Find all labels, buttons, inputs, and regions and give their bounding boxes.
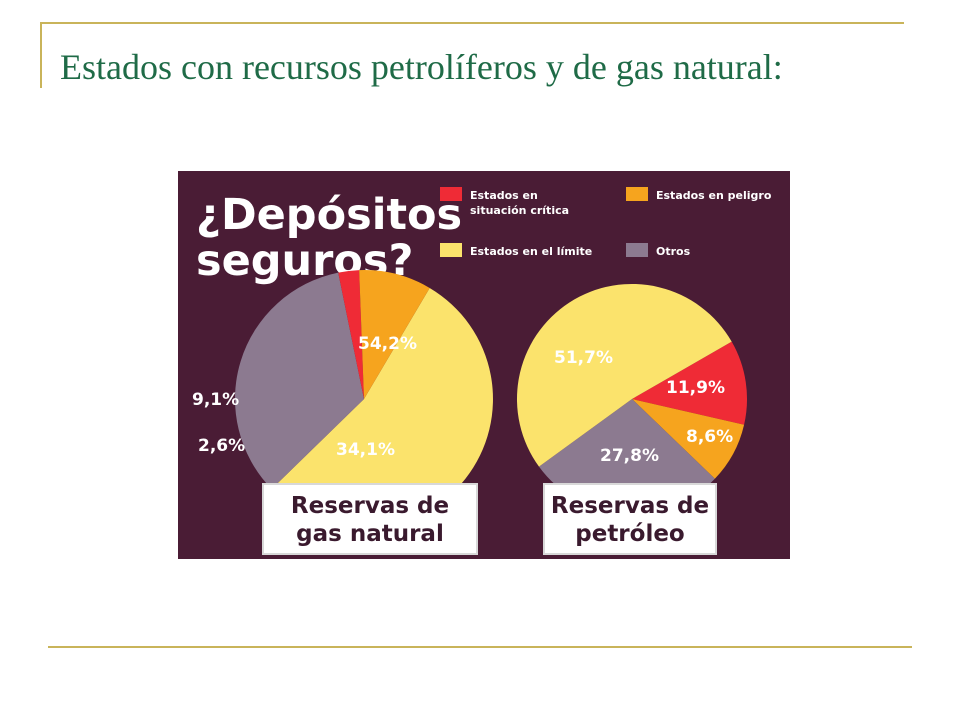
pie-slice-critica [338,270,364,399]
legend-label-otros: Otros [656,245,691,258]
legend-swatch-otros [626,243,648,257]
pie-gas-natural [235,269,493,528]
pie-title-gas-natural: Reservas de gas natural [262,483,478,555]
left-rule [40,22,42,88]
pie-title-gas-line-2: gas natural [296,521,444,547]
slice-label-petroleo-critica: 11,9% [666,378,725,398]
bottom-rule [48,646,912,648]
slice-label-gas-peligro: 9,1% [192,390,239,410]
pie-slice-limite [516,283,732,467]
slice-label-gas-critica: 2,6% [198,436,245,456]
legend-swatch-critica [440,187,462,201]
slide-title: Estados con recursos petrolíferos y de g… [60,47,783,87]
pie-title-petroleo: Reservas de petróleo [543,483,717,555]
pie-title-box-petroleo [543,483,717,555]
legend-swatch-peligro [626,187,648,201]
pie-slice-otros [235,272,364,490]
slice-labels: 54,2% 34,1% 2,6% 9,1% 11,9% 8,6% 27,8% 5… [192,334,733,466]
pie-title-petroleo-line-2: petróleo [575,521,685,547]
pie-slice-peligro [359,269,430,399]
top-rule [40,22,904,24]
pie-chart-figure: ¿Depósitos seguros? Estados en situación… [178,171,790,559]
legend-label-critica-1: Estados en [470,189,538,202]
pie-title-box-gas [262,483,478,555]
legend-label-peligro: Estados en peligro [656,189,772,202]
legend-label-limite: Estados en el límite [470,245,592,258]
slice-label-petroleo-limite: 51,7% [554,348,613,368]
headline-line-1: ¿Depósitos [196,190,462,240]
pie-petroleo [516,283,747,514]
slice-label-gas-otros: 34,1% [336,440,395,460]
slice-label-petroleo-peligro: 8,6% [686,427,733,447]
pie-chart: ¿Depósitos seguros? Estados en situación… [178,171,790,559]
pie-title-petroleo-line-1: Reservas de [551,493,709,519]
legend-label-critica-2: situación crítica [470,204,569,217]
pie-title-gas-line-1: Reservas de [291,493,449,519]
slice-label-petroleo-otros: 27,8% [600,446,659,466]
legend: Estados en situación crítica Estados en … [440,187,772,258]
legend-swatch-limite [440,243,462,257]
pie-slice-peligro [632,399,745,479]
slice-label-gas-limite: 54,2% [358,334,417,354]
pie-slice-limite [271,287,493,528]
pie-slice-critica [632,341,747,425]
